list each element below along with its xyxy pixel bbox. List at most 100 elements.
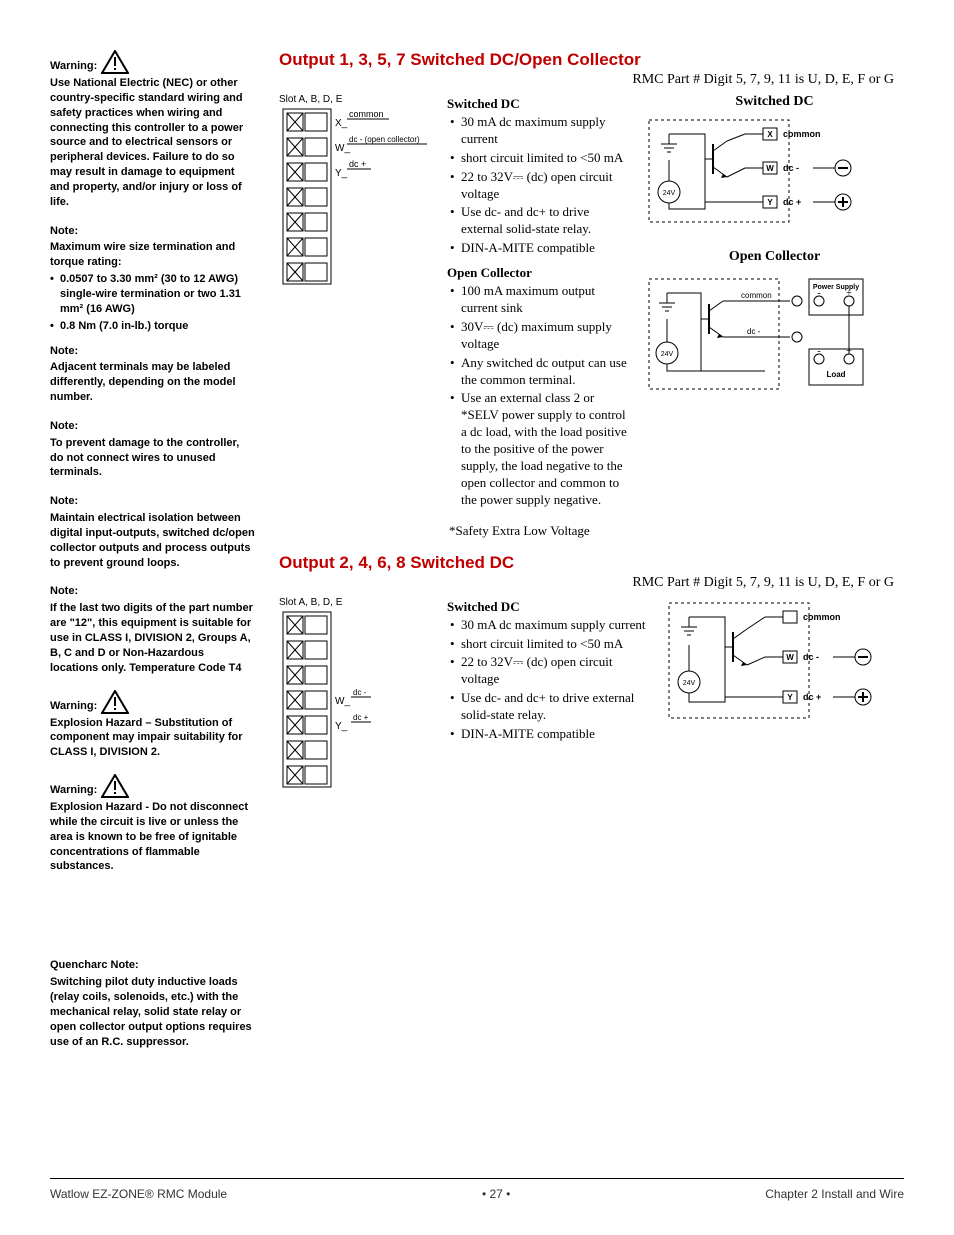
quencharc-text: Switching pilot duty inductive loads (re… — [50, 975, 255, 1049]
page-footer: Watlow EZ-ZONE® RMC Module • 27 • Chapte… — [50, 1178, 904, 1201]
list-item: Use an external class 2 or *SELV power s… — [447, 390, 627, 508]
svg-text:dc -: dc - — [747, 327, 761, 336]
list-item: DIN-A-MITE compatible — [447, 240, 627, 257]
slot-caption: Slot A, B, D, E — [279, 597, 429, 608]
warning-label: Warning: — [50, 783, 97, 798]
section-1-rmc: RMC Part # Digit 5, 7, 9, 11 is U, D, E,… — [279, 72, 904, 88]
slot-diagram-1: Slot A, B, D, E X_ common — [279, 94, 429, 539]
list-item: short circuit limited to <50 mA — [447, 150, 627, 167]
warning-1-header: Warning: — [50, 50, 255, 74]
svg-text:24V: 24V — [661, 351, 674, 358]
svg-text:common: common — [349, 109, 384, 119]
open-collector-diagram-title: Open Collector — [645, 249, 904, 265]
svg-text:Y: Y — [787, 693, 793, 702]
note-1-lead: Maximum wire size termination and torque… — [50, 240, 255, 270]
switched-dc-circuit-diagram-2: 24V W Y — [665, 597, 885, 727]
svg-text:dc +: dc + — [353, 713, 369, 722]
svg-text:+: + — [846, 288, 852, 299]
warning-label: Warning: — [50, 59, 97, 74]
note-2-head: Note: — [50, 344, 255, 359]
note-3-text: To prevent damage to the controller, do … — [50, 436, 255, 481]
svg-text:X: X — [767, 130, 773, 139]
main-content: Output 1, 3, 5, 7 Switched DC/Open Colle… — [279, 50, 904, 1130]
section-1-title: Output 1, 3, 5, 7 Switched DC/Open Colle… — [279, 50, 904, 70]
note-2-text: Adjacent terminals may be labeled differ… — [50, 360, 255, 405]
footer-page-number: • 27 • — [482, 1187, 510, 1201]
warning-3-text: Explosion Hazard - Do not disconnect whi… — [50, 800, 255, 874]
warning-3-header: Warning: — [50, 774, 255, 798]
section-2-rmc: RMC Part # Digit 5, 7, 9, 11 is U, D, E,… — [279, 575, 904, 591]
diagram-column-1: Switched DC 24V — [645, 94, 904, 539]
spec-column-2: Switched DC 30 mA dc maximum supply curr… — [447, 597, 647, 794]
svg-text:dc +: dc + — [803, 692, 821, 702]
svg-text:dc -: dc - — [803, 652, 819, 662]
slot-caption: Slot A, B, D, E — [279, 94, 429, 105]
terminal-block-diagram: X_ common W_ dc - (open collector) — [279, 107, 429, 287]
switched-dc-diagram-title: Switched DC — [645, 94, 904, 110]
list-item: Use dc- and dc+ to drive external solid-… — [447, 204, 627, 238]
footer-right: Chapter 2 Install and Wire — [765, 1187, 904, 1201]
list-item: 30 mA dc maximum supply current — [447, 114, 627, 148]
svg-text:dc -: dc - — [783, 163, 799, 173]
note-1-head: Note: — [50, 224, 255, 239]
switched-dc-head: Switched DC — [447, 96, 627, 112]
list-item: 22 to 32V⎓ (dc) open circuit voltage — [447, 654, 647, 688]
warning-icon — [101, 690, 129, 714]
svg-text:dc +: dc + — [783, 197, 801, 207]
note-5-head: Note: — [50, 584, 255, 599]
warning-2-text: Explosion Hazard – Substitution of compo… — [50, 716, 255, 761]
diagram-column-2: 24V W Y — [665, 597, 904, 794]
svg-text:Y_: Y_ — [335, 721, 348, 732]
list-item: 30V⎓ (dc) maximum supply voltage — [447, 319, 627, 353]
quencharc-head: Quencharc Note: — [50, 958, 255, 973]
warning-icon — [101, 774, 129, 798]
spec-column-1: Switched DC 30 mA dc maximum supply curr… — [447, 94, 627, 539]
svg-text:W: W — [766, 164, 774, 173]
svg-text:Y_: Y_ — [335, 168, 348, 179]
svg-text:Y: Y — [767, 198, 773, 207]
warning-2-header: Warning: — [50, 690, 255, 714]
svg-text:24V: 24V — [663, 190, 676, 197]
section-2-columns: Slot A, B, D, E W_ dc - — [279, 597, 904, 794]
svg-text:W_: W_ — [335, 143, 350, 154]
note-3-head: Note: — [50, 419, 255, 434]
slot-diagram-2: Slot A, B, D, E W_ dc - — [279, 597, 429, 794]
open-collector-circuit-diagram: 24V common dc — [645, 269, 865, 399]
list-item: 0.8 Nm (7.0 in-lb.) torque — [50, 319, 255, 334]
terminal-block-diagram: W_ dc - Y_ dc + — [279, 610, 409, 790]
list-item: DIN-A-MITE compatible — [447, 726, 647, 743]
svg-text:common: common — [783, 129, 821, 139]
svg-text:dc - (open collector): dc - (open collector) — [349, 135, 420, 144]
svg-text:dc +: dc + — [349, 159, 366, 169]
note-1-list: 0.0507 to 3.30 mm² (30 to 12 AWG) single… — [50, 272, 255, 333]
selv-footnote: *Safety Extra Low Voltage — [447, 523, 627, 539]
svg-text:dc -: dc - — [353, 688, 367, 697]
warning-1-text: Use National Electric (NEC) or other cou… — [50, 76, 255, 210]
note-4-text: Maintain electrical isolation between di… — [50, 511, 255, 570]
open-collector-head: Open Collector — [447, 265, 627, 281]
svg-text:24V: 24V — [683, 680, 696, 687]
svg-text:X_: X_ — [335, 118, 348, 129]
svg-text:W_: W_ — [335, 696, 350, 707]
footer-left: Watlow EZ-ZONE® RMC Module — [50, 1187, 227, 1201]
switched-dc-list: 30 mA dc maximum supply current short ci… — [447, 114, 627, 257]
switched-dc-list-2: 30 mA dc maximum supply current short ci… — [447, 617, 647, 743]
note-4-head: Note: — [50, 494, 255, 509]
switched-dc-circuit-diagram: 24V X W Y — [645, 114, 865, 229]
svg-text:common: common — [741, 291, 772, 300]
list-item: 30 mA dc maximum supply current — [447, 617, 647, 634]
svg-text:-: - — [817, 288, 820, 299]
list-item: Use dc- and dc+ to drive external solid-… — [447, 690, 647, 724]
warning-icon — [101, 50, 129, 74]
warning-label: Warning: — [50, 699, 97, 714]
list-item: 0.0507 to 3.30 mm² (30 to 12 AWG) single… — [50, 272, 255, 317]
note-5-text: If the last two digits of the part numbe… — [50, 601, 255, 675]
sidebar: Warning: Use National Electric (NEC) or … — [50, 50, 255, 1130]
svg-text:W: W — [786, 653, 794, 662]
open-collector-list: 100 mA maximum output current sink 30V⎓ … — [447, 283, 627, 509]
list-item: Any switched dc output can use the commo… — [447, 355, 627, 389]
list-item: 22 to 32V⎓ (dc) open circuit voltage — [447, 169, 627, 203]
list-item: 100 mA maximum output current sink — [447, 283, 627, 317]
switched-dc-head: Switched DC — [447, 599, 647, 615]
svg-text:Load: Load — [826, 370, 845, 379]
